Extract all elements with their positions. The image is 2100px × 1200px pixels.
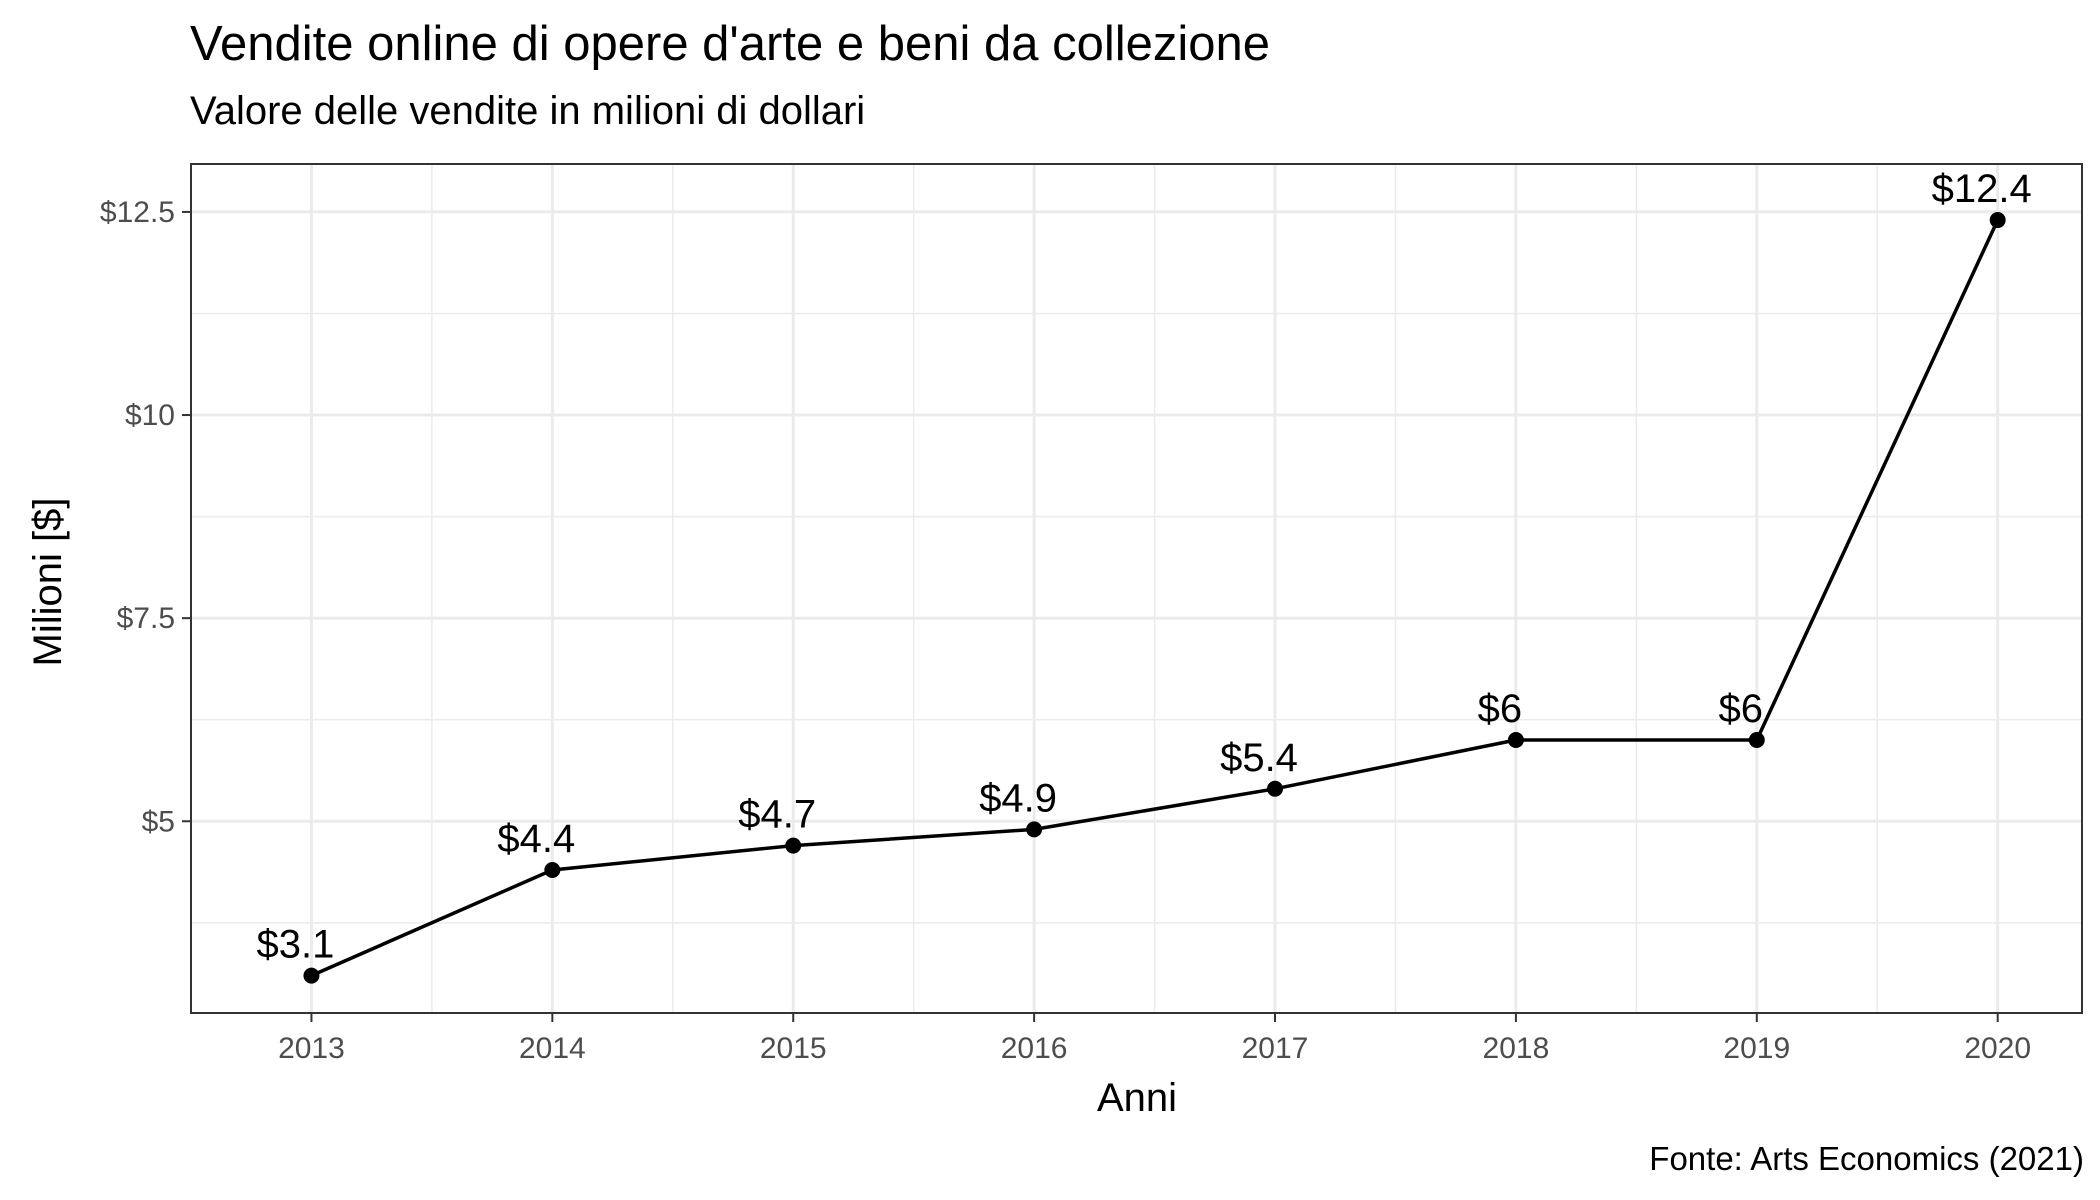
major-gridlines bbox=[191, 164, 2082, 1013]
y-tick-label: $7.5 bbox=[117, 602, 175, 635]
data-label: $5.4 bbox=[1220, 736, 1298, 780]
data-point bbox=[303, 967, 320, 984]
data-point bbox=[785, 837, 802, 854]
series bbox=[303, 212, 2006, 984]
data-label: $4.9 bbox=[979, 776, 1057, 820]
x-tick-label: 2017 bbox=[1242, 1032, 1309, 1065]
chart-title: Vendite online di opere d'arte e beni da… bbox=[190, 17, 1270, 71]
data-point bbox=[544, 862, 561, 879]
x-tick-label: 2018 bbox=[1483, 1032, 1550, 1065]
minor-gridlines bbox=[191, 164, 2082, 1013]
x-tick-label: 2020 bbox=[1964, 1032, 2031, 1065]
y-axis-label: Milioni [$] bbox=[26, 497, 70, 667]
data-label: $6 bbox=[1719, 687, 1764, 731]
y-tick-label: $10 bbox=[125, 399, 175, 432]
data-label: $12.4 bbox=[1932, 167, 2032, 211]
x-tick-label: 2015 bbox=[760, 1032, 827, 1065]
series-line bbox=[310, 219, 2000, 978]
x-axis: 2013 2014 2015 2016 2017 2018 2019 2020 bbox=[278, 1013, 2031, 1065]
panel-border bbox=[190, 163, 2083, 1014]
x-tick-label: 2016 bbox=[1001, 1032, 1068, 1065]
data-label: $4.4 bbox=[497, 817, 575, 861]
x-tick-label: 2013 bbox=[278, 1032, 345, 1065]
y-axis: $5 $7.5 $10 $12.5 bbox=[100, 196, 191, 838]
x-tick-label: 2019 bbox=[1723, 1032, 1790, 1065]
chart-subtitle: Valore delle vendite in milioni di dolla… bbox=[190, 89, 866, 133]
data-point bbox=[1267, 780, 1284, 797]
x-tick-label: 2014 bbox=[519, 1032, 586, 1065]
y-tick-label: $5 bbox=[142, 805, 175, 838]
data-label: $4.7 bbox=[738, 793, 816, 837]
data-point bbox=[1989, 212, 2006, 229]
data-point bbox=[1026, 821, 1043, 838]
data-label: $6 bbox=[1478, 687, 1523, 731]
data-point bbox=[1507, 732, 1524, 749]
data-label: $3.1 bbox=[257, 923, 335, 967]
y-tick-label: $12.5 bbox=[100, 196, 175, 229]
data-point bbox=[1748, 732, 1765, 749]
data-labels: $3.1 $4.4 $4.7 $4.9 $5.4 $6 $6 $12.4 bbox=[257, 167, 2032, 967]
source-caption: Fonte: Arts Economics (2021) bbox=[1649, 1140, 2084, 1177]
x-axis-label: Anni bbox=[1096, 1076, 1178, 1120]
